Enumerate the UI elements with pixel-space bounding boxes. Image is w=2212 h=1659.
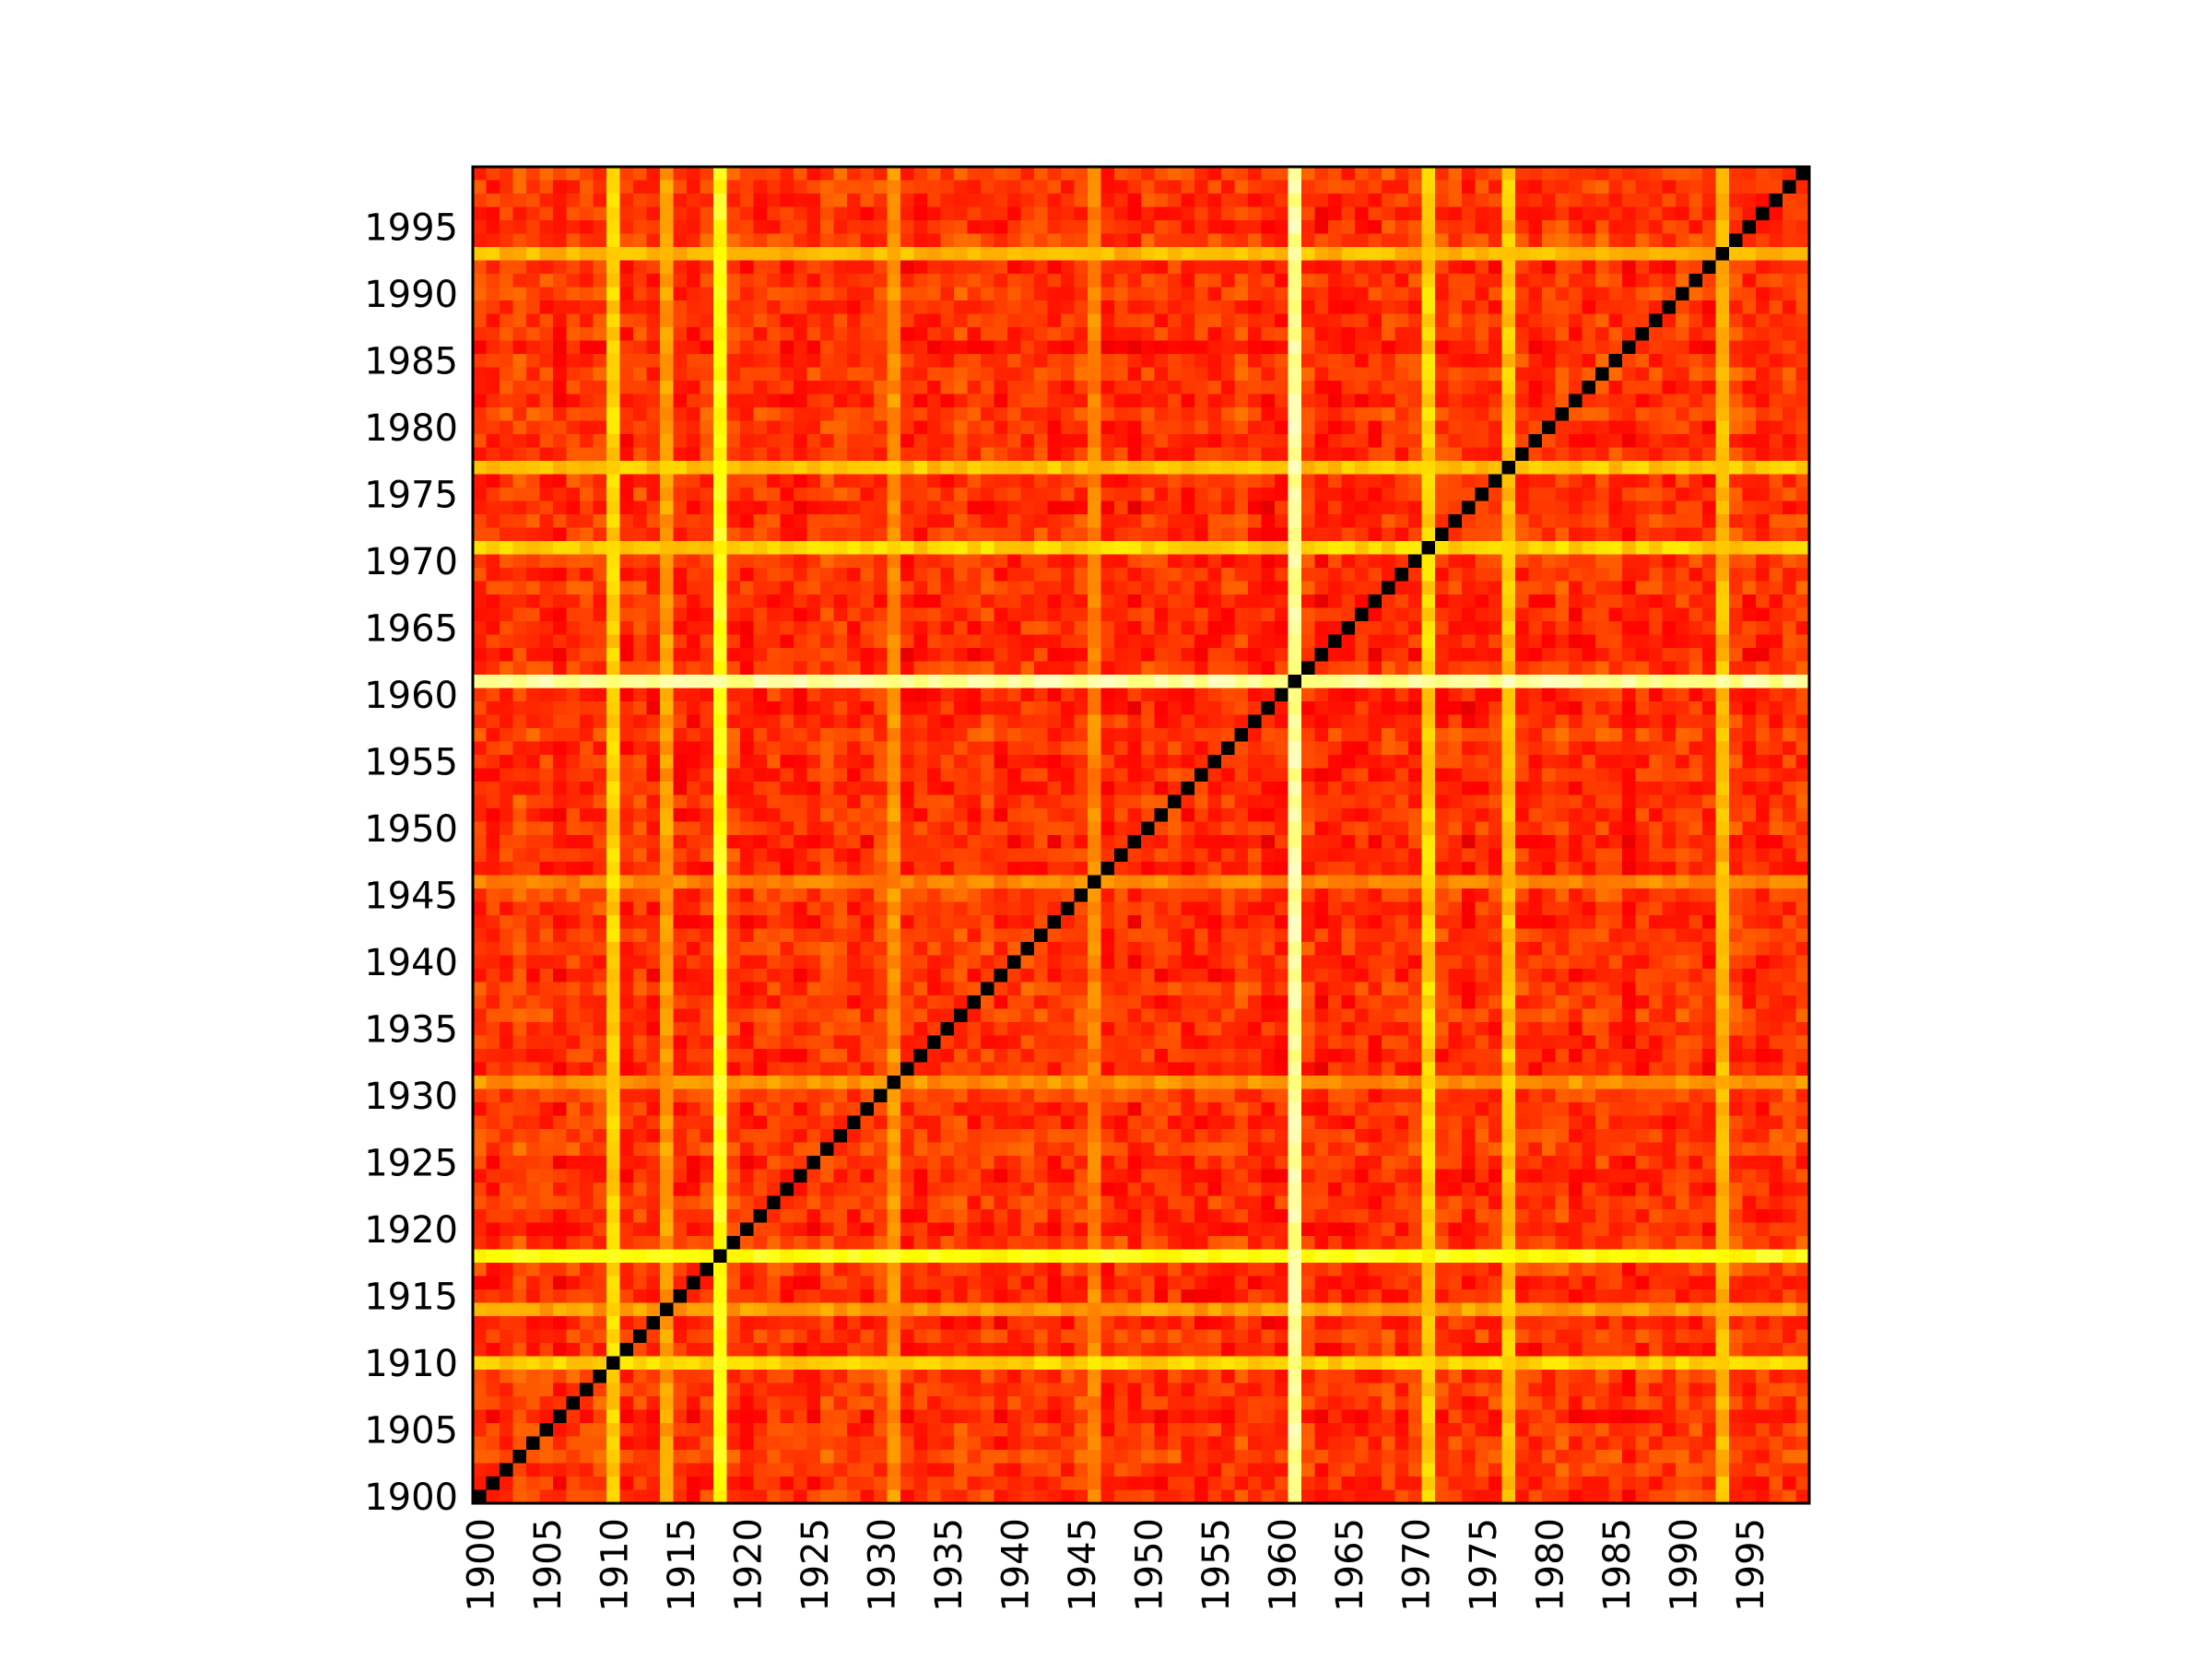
y-tick-label: 1935: [364, 1008, 458, 1051]
x-tick-label: 1910: [594, 1518, 636, 1612]
y-tick-label: 1910: [364, 1343, 458, 1385]
x-tick-label: 1955: [1195, 1518, 1238, 1612]
x-tick-label: 1925: [794, 1518, 837, 1612]
y-tick-label: 1905: [364, 1409, 458, 1452]
x-tick-label: 1940: [994, 1518, 1037, 1612]
x-tick-label: 1975: [1463, 1518, 1505, 1612]
y-tick-label: 1980: [364, 407, 458, 450]
y-tick-label: 1940: [364, 942, 458, 984]
x-tick-label: 1915: [661, 1518, 703, 1612]
heatmap-cells: [473, 167, 1809, 1503]
y-tick-label: 1985: [364, 340, 458, 382]
y-tick-label: 1900: [364, 1477, 458, 1519]
y-tick-label: 1960: [364, 675, 458, 717]
y-tick-label: 1990: [364, 274, 458, 316]
y-tick-labels: 1900 1905 1910 1915 1920 1925 1930 1935 1940 1945…: [364, 206, 458, 1519]
x-tick-label: 1970: [1395, 1518, 1438, 1612]
x-tick-label: 1920: [727, 1518, 770, 1612]
x-tick-label: 1960: [1262, 1518, 1304, 1612]
y-tick-label: 1975: [364, 474, 458, 516]
x-tick-label: 1945: [1062, 1518, 1104, 1612]
x-tick-label: 1900: [460, 1518, 502, 1612]
y-tick-label: 1955: [364, 741, 458, 783]
x-tick-label: 1965: [1329, 1518, 1371, 1612]
x-tick-label: 1935: [928, 1518, 971, 1612]
x-tick-label: 1950: [1128, 1518, 1171, 1612]
x-tick-label: 1985: [1596, 1518, 1639, 1612]
x-tick-label: 1905: [527, 1518, 570, 1612]
y-tick-label: 1950: [364, 808, 458, 851]
x-tick-labels: 1900 1905 1910 1915 1920 1925 1930 1935 1940 1945…: [460, 1518, 1772, 1612]
y-tick-label: 1995: [364, 206, 458, 249]
x-tick-label: 1980: [1529, 1518, 1571, 1612]
y-tick-label: 1920: [364, 1209, 458, 1252]
y-tick-label: 1965: [364, 607, 458, 650]
y-tick-label: 1945: [364, 875, 458, 917]
y-tick-label: 1915: [364, 1276, 458, 1318]
x-tick-label: 1995: [1730, 1518, 1772, 1612]
x-tick-label: 1990: [1663, 1518, 1705, 1612]
x-tick-label: 1930: [861, 1518, 903, 1612]
y-tick-label: 1925: [364, 1142, 458, 1184]
y-tick-label: 1930: [364, 1076, 458, 1118]
y-tick-label: 1970: [364, 541, 458, 583]
